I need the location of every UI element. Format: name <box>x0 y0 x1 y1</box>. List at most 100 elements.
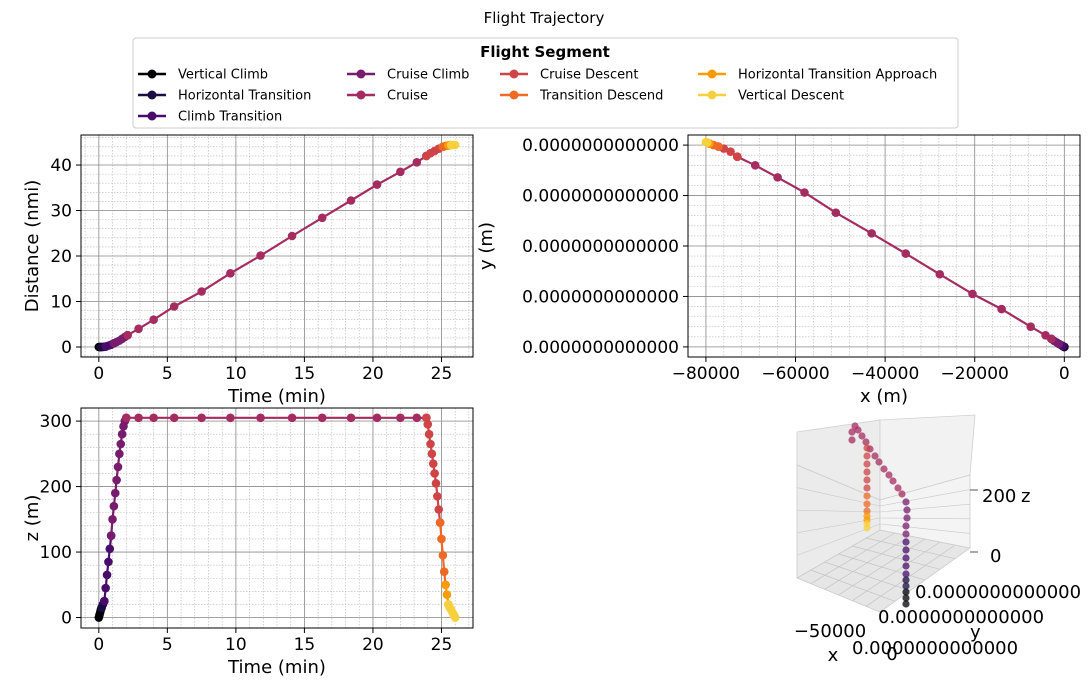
data-point <box>701 137 711 147</box>
data-point <box>346 196 356 205</box>
y-tick-label: 0.0000000000000 <box>522 136 679 156</box>
data-point <box>396 167 405 177</box>
wall-grid-line <box>879 489 971 507</box>
legend-marker-2 <box>147 111 157 121</box>
data-point <box>773 173 782 182</box>
data-point <box>197 413 206 423</box>
trajectory-point <box>902 498 910 506</box>
x-tick-label: 20 <box>362 635 384 655</box>
trajectory-point <box>903 506 911 514</box>
legend-marker-3 <box>356 69 366 79</box>
data-point <box>317 413 327 423</box>
y-tick-label: 300 <box>40 412 72 432</box>
data-point <box>109 501 119 511</box>
floor-grid-line <box>866 537 956 560</box>
x-tick-label: −60000 <box>761 364 829 384</box>
trajectory-point <box>898 490 906 498</box>
data-point <box>427 449 437 459</box>
legend-marker-0 <box>147 69 157 79</box>
x-axis-label: Time (min) <box>227 657 326 678</box>
x-tick-label: −20000 <box>941 364 1009 384</box>
trajectory-point <box>894 484 902 492</box>
data-point <box>372 413 382 423</box>
data-point <box>115 449 124 459</box>
data-point <box>968 289 977 299</box>
y-tick-label: 200 <box>40 478 72 498</box>
data-point <box>450 613 460 622</box>
trajectory-point <box>858 432 866 440</box>
data-point <box>226 268 235 278</box>
data-point <box>346 413 356 423</box>
trajectory-point <box>863 476 871 484</box>
data-point <box>441 580 450 590</box>
trajectory-point <box>902 538 910 546</box>
data-point <box>437 534 446 544</box>
data-point <box>423 420 433 429</box>
data-point <box>123 330 132 340</box>
trajectory-point <box>848 428 856 436</box>
legend-marker-6 <box>509 90 519 100</box>
data-point <box>935 269 945 279</box>
trajectory-point <box>902 530 910 538</box>
data-point <box>169 302 179 311</box>
x-tick-label: −50000 <box>794 621 866 642</box>
data-point <box>134 324 143 334</box>
y-tick-label: 0.0000000000000 <box>522 187 679 207</box>
panel-z-vs-time: 0 5 10 15 20 25 0 100 200 300 Time (min) z (m) <box>22 407 474 678</box>
data-point <box>442 590 452 599</box>
data-point <box>426 439 435 449</box>
legend-label-3: Cruise Climb <box>387 68 469 83</box>
y-tick-label: 0.0000000000000 <box>522 237 679 257</box>
y-tick-label: 0.0000000000000 <box>878 607 1044 628</box>
legend-marker-5 <box>509 69 519 79</box>
legend-marker-8 <box>707 90 717 100</box>
x-tick-label: 0 <box>93 635 104 655</box>
trajectory-point <box>902 582 910 590</box>
data-point <box>1026 322 1036 332</box>
data-point <box>412 157 422 167</box>
data-point <box>116 439 126 449</box>
data-point <box>428 459 438 468</box>
trajectory-point <box>862 438 870 446</box>
x-tick-label: 5 <box>162 635 173 655</box>
legend-marker-7 <box>707 69 717 79</box>
trajectory-point <box>863 492 871 500</box>
trajectory-point <box>902 570 910 578</box>
z-tick-label: 0 <box>990 546 1001 567</box>
data-point <box>197 287 206 296</box>
y-tick-label: 0.0000000000000 <box>852 638 1018 659</box>
data-point <box>110 488 120 498</box>
data-point <box>438 551 448 560</box>
data-point <box>256 413 265 423</box>
x-tick-label: −40000 <box>851 364 919 384</box>
y-tick-label: 0.0000000000000 <box>915 582 1081 603</box>
data-point <box>434 505 444 514</box>
data-point <box>435 518 445 527</box>
data-point <box>113 462 123 472</box>
x-tick-label: −80000 <box>672 364 740 384</box>
axes-frame <box>80 134 474 358</box>
data-point <box>750 160 760 170</box>
x-tick-label: 10 <box>225 635 247 655</box>
x-tick-label: 15 <box>294 364 316 384</box>
data-point <box>396 413 405 423</box>
legend-label-5: Cruise Descent <box>540 68 638 83</box>
data-point <box>149 413 158 423</box>
x-tick-label: 0 <box>1059 364 1070 384</box>
data-point <box>112 475 121 485</box>
trajectory-point <box>889 477 897 485</box>
y-tick-label: 0 <box>61 609 72 629</box>
legend-label-8: Vertical Descent <box>738 89 844 104</box>
y-tick-label: 0 <box>61 338 72 358</box>
trajectory-point <box>848 436 856 444</box>
panel-3d-trajectory: 200 0 z −50000 0 x 0.0000000000000 0.0000000000… <box>794 414 1081 666</box>
trajectory-point <box>863 468 871 476</box>
data-point <box>104 557 113 567</box>
legend-entries: Vertical Climb Horizontal Transition Climb… <box>138 68 937 125</box>
data-point <box>100 596 109 606</box>
x-tick-label: 0 <box>93 364 104 384</box>
z-tick-label: 200 <box>982 486 1016 507</box>
trajectory-point <box>863 500 871 508</box>
y-tick-label: 30 <box>50 202 72 222</box>
